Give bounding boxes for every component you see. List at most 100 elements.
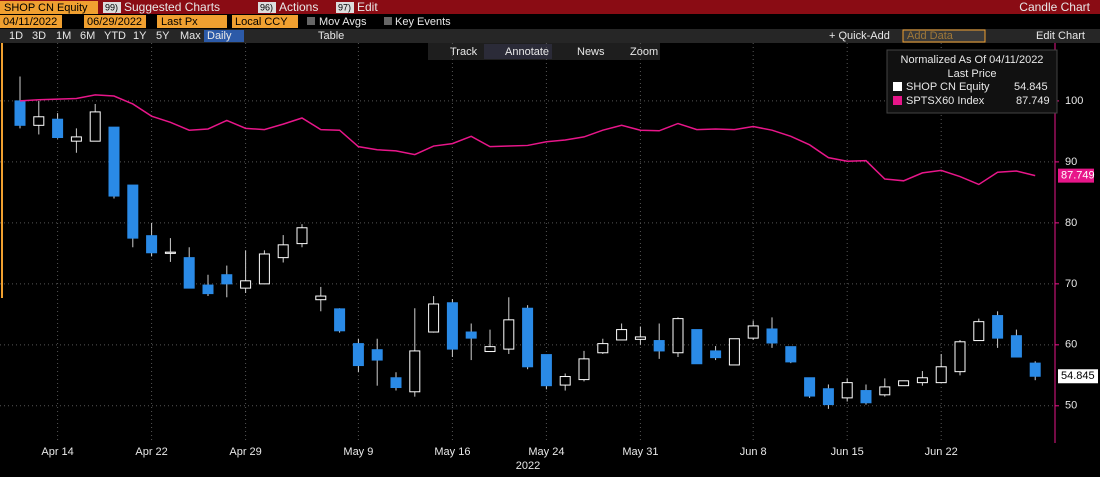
candle-body (597, 343, 609, 354)
start-date[interactable]: 04/11/2022 (3, 16, 57, 28)
candle-body (183, 257, 195, 289)
tool-active (484, 44, 552, 59)
candle-body (916, 377, 928, 384)
date-field[interactable] (84, 15, 146, 28)
candle-body (634, 336, 646, 340)
ticker[interactable]: SHOP CN Equity (4, 2, 88, 14)
tool[interactable]: News (577, 46, 605, 58)
chart-kind: Candle Chart (1019, 0, 1090, 14)
candle-body (146, 235, 158, 254)
candle-body (409, 350, 421, 393)
ccy-field[interactable] (232, 15, 298, 28)
tool[interactable]: Zoom (630, 46, 658, 58)
price-field[interactable] (157, 15, 227, 28)
x-tick-label: Apr 14 (41, 446, 73, 458)
option[interactable]: Mov Avgs (319, 16, 367, 28)
year-label: 2022 (516, 460, 540, 472)
x-tick-label: Jun 8 (740, 446, 767, 458)
y-tick-label: 60 (1065, 339, 1077, 351)
period[interactable]: 1M (56, 30, 71, 42)
candle-body (935, 366, 947, 384)
candle-body (973, 321, 985, 342)
candle-body (653, 340, 665, 352)
tool[interactable]: Annotate (505, 46, 549, 58)
period[interactable]: 3D (32, 30, 46, 42)
menu-num[interactable]: 96) (260, 2, 273, 12)
period[interactable]: 1D (9, 30, 23, 42)
menu-num-box (103, 2, 121, 13)
date-field[interactable] (0, 15, 62, 28)
x-tick-label: May 24 (528, 446, 564, 458)
candle-body (992, 315, 1004, 339)
candle-body (465, 331, 477, 339)
checkbox[interactable] (307, 17, 315, 25)
legend-swatch (893, 96, 902, 105)
quick-add[interactable]: + Quick-Add (829, 30, 890, 42)
candle-body (296, 227, 308, 245)
candle-body (89, 111, 101, 142)
currency[interactable]: Local CCY (235, 16, 288, 28)
candle-body (879, 386, 891, 396)
period[interactable]: YTD (104, 30, 126, 42)
tool[interactable]: Track (450, 46, 478, 58)
candle-body (446, 302, 458, 350)
add-data[interactable]: Add Data (907, 30, 954, 42)
menu[interactable]: Suggested Charts (124, 0, 220, 14)
menu[interactable]: Edit (357, 0, 378, 14)
y-tick-label: 50 (1065, 400, 1077, 412)
candle-body (522, 307, 534, 368)
candle-body (540, 354, 552, 387)
period[interactable]: Max (180, 30, 201, 42)
candle-body (484, 346, 496, 353)
legend-name: SPTSX60 Index (906, 95, 985, 107)
x-tick-label: Apr 29 (229, 446, 261, 458)
legend-value: 54.845 (1014, 81, 1048, 93)
menu-num[interactable]: 99) (105, 2, 118, 12)
candle-body (804, 377, 816, 397)
candle-body (70, 136, 82, 142)
candle-body (728, 338, 740, 366)
checkbox[interactable] (384, 17, 392, 25)
frequency[interactable]: Daily (207, 30, 232, 42)
x-tick-label: Jun 15 (831, 446, 864, 458)
candle-body (202, 284, 214, 295)
ticker-field[interactable] (0, 1, 98, 14)
period[interactable]: 5Y (156, 30, 170, 42)
candle-body (1010, 335, 1022, 358)
add-data-field[interactable] (902, 29, 986, 43)
y-tick-label: 90 (1065, 156, 1077, 168)
edit-chart[interactable]: Edit Chart (1036, 30, 1085, 42)
option[interactable]: Key Events (395, 16, 451, 28)
candle-body (108, 126, 120, 197)
period[interactable]: 6M (80, 30, 95, 42)
y-tick-label: 100 (1065, 95, 1083, 107)
end-date[interactable]: 06/29/2022 (87, 16, 142, 28)
y-tick-label: 80 (1065, 217, 1077, 229)
candle-body (747, 325, 759, 339)
menu-num[interactable]: 97) (338, 2, 351, 12)
legend-title: Normalized As Of 04/11/2022 (901, 54, 1044, 66)
last-value-label: 54.845 (1061, 370, 1095, 382)
candle-body (315, 295, 327, 301)
legend (886, 49, 1058, 114)
legend-subtitle: Last Price (948, 68, 997, 80)
candle-body (954, 341, 966, 373)
candle-body (898, 380, 910, 387)
candle-body (240, 280, 252, 289)
candle-body (785, 346, 797, 363)
last-value-label: 87.749 (1061, 170, 1095, 182)
candle-body (822, 388, 834, 406)
index-line (19, 94, 1036, 186)
menu-num-box (258, 2, 276, 13)
table-button[interactable]: Table (318, 30, 344, 42)
candle-body (164, 251, 176, 254)
legend-name: SHOP CN Equity (906, 81, 990, 93)
period[interactable]: 1Y (133, 30, 147, 42)
menu[interactable]: Actions (279, 0, 318, 14)
candle-body (860, 390, 872, 404)
legend-value: 87.749 (1016, 95, 1050, 107)
price[interactable]: Last Px (161, 16, 198, 28)
candle-body (14, 100, 26, 126)
frequency-box[interactable] (204, 30, 244, 42)
